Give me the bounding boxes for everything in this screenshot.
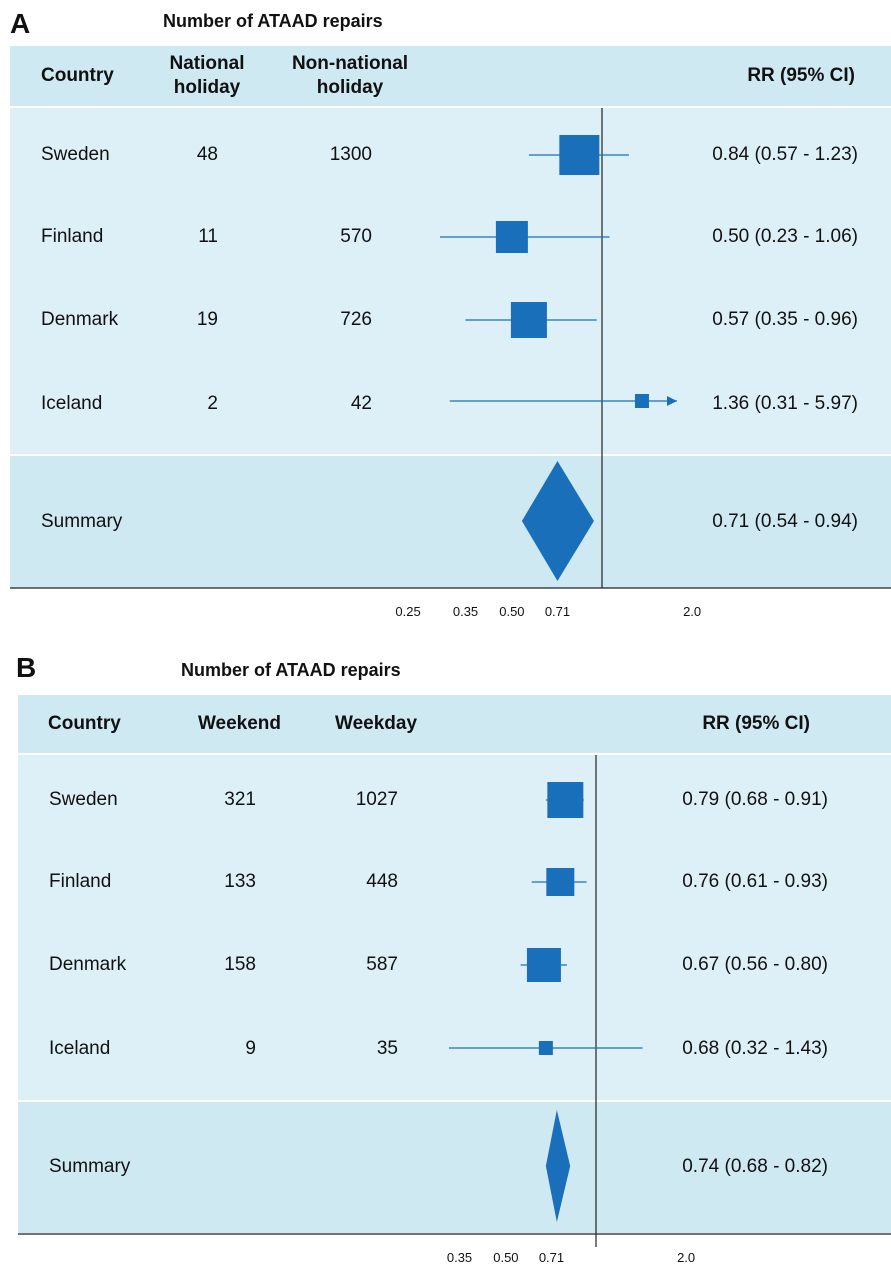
summary-label: Summary: [41, 511, 123, 532]
row-col2: 726: [340, 309, 372, 330]
ci-arrow-iceland: [667, 396, 677, 406]
row-col2: 1027: [355, 789, 398, 810]
row-rr: 0.84 (0.57 - 1.23): [712, 144, 858, 165]
summary-rr: 0.71 (0.54 - 0.94): [712, 511, 858, 532]
row-country: Sweden: [49, 789, 118, 810]
point-box-denmark: [526, 948, 561, 982]
tick-label: 0.71: [539, 1250, 564, 1265]
row-rr: 0.67 (0.56 - 0.80): [682, 954, 828, 975]
panel-title: Number of ATAAD repairs: [163, 11, 383, 31]
row-col2: 448: [366, 871, 398, 892]
row-rr: 0.79 (0.68 - 0.91): [682, 789, 828, 810]
row-country: Finland: [49, 871, 112, 892]
rows-band: [18, 755, 891, 1100]
row-col1: 9: [245, 1038, 256, 1059]
point-box-iceland: [634, 394, 649, 408]
tick-label: 0.35: [447, 1250, 472, 1265]
row-col1: 321: [224, 789, 256, 810]
point-box-denmark: [510, 302, 547, 338]
row-country: Finland: [41, 226, 104, 247]
row-rr: 0.76 (0.61 - 0.93): [682, 871, 828, 892]
point-box-iceland: [538, 1041, 553, 1055]
row-country: Sweden: [41, 144, 110, 165]
row-col1: 2: [207, 393, 218, 414]
point-box-sweden: [559, 135, 600, 175]
row-col2: 1300: [329, 144, 372, 165]
header-band: [18, 695, 891, 753]
header-col1: Weekend: [197, 713, 282, 734]
tick-label: 0.35: [453, 604, 478, 619]
row-col2: 35: [376, 1038, 398, 1059]
panel-letter: B: [16, 652, 37, 683]
panel-letter: A: [10, 8, 31, 39]
row-rr: 0.68 (0.32 - 1.43): [682, 1038, 828, 1059]
header-country: Country: [41, 65, 114, 86]
row-col1: 48: [196, 144, 218, 165]
tick-label: 0.50: [493, 1250, 518, 1265]
row-col1: 19: [196, 309, 218, 330]
point-box-sweden: [547, 782, 584, 818]
point-box-finland: [495, 221, 528, 253]
tick-label: 2.0: [677, 1250, 695, 1265]
rows-band: [10, 108, 891, 454]
tick-label: 0.50: [499, 604, 524, 619]
point-box-finland: [546, 868, 575, 896]
row-rr: 1.36 (0.31 - 5.97): [712, 393, 858, 414]
tick-label: 2.0: [683, 604, 701, 619]
header-rr: RR (95% CI): [747, 65, 855, 86]
header-band: [10, 46, 891, 106]
row-country: Iceland: [49, 1038, 111, 1059]
row-country: Iceland: [41, 393, 103, 414]
summary-band: [10, 456, 891, 588]
row-rr: 0.57 (0.35 - 0.96): [712, 309, 858, 330]
header-rr: RR (95% CI): [702, 713, 810, 734]
summary-rr: 0.74 (0.68 - 0.82): [682, 1156, 828, 1177]
summary-band: [18, 1102, 891, 1233]
row-country: Denmark: [49, 954, 127, 975]
panel-title: Number of ATAAD repairs: [181, 660, 401, 680]
row-col1: 158: [224, 954, 256, 975]
summary-diamond: [521, 461, 594, 581]
row-col1: 133: [224, 871, 256, 892]
tick-label: 0.71: [545, 604, 570, 619]
row-country: Denmark: [41, 309, 119, 330]
row-col2: 570: [340, 226, 372, 247]
header-col1: National holiday: [169, 53, 245, 98]
row-col2: 587: [366, 954, 398, 975]
header-country: Country: [48, 713, 121, 734]
header-col2: Non-national holiday: [291, 53, 409, 98]
row-col1: 11: [198, 226, 218, 247]
row-col2: 42: [350, 393, 372, 414]
summary-label: Summary: [49, 1156, 131, 1177]
row-rr: 0.50 (0.23 - 1.06): [712, 226, 858, 247]
summary-diamond: [545, 1110, 571, 1222]
tick-label: 0.25: [395, 604, 420, 619]
header-col2: Weekday: [334, 713, 418, 734]
